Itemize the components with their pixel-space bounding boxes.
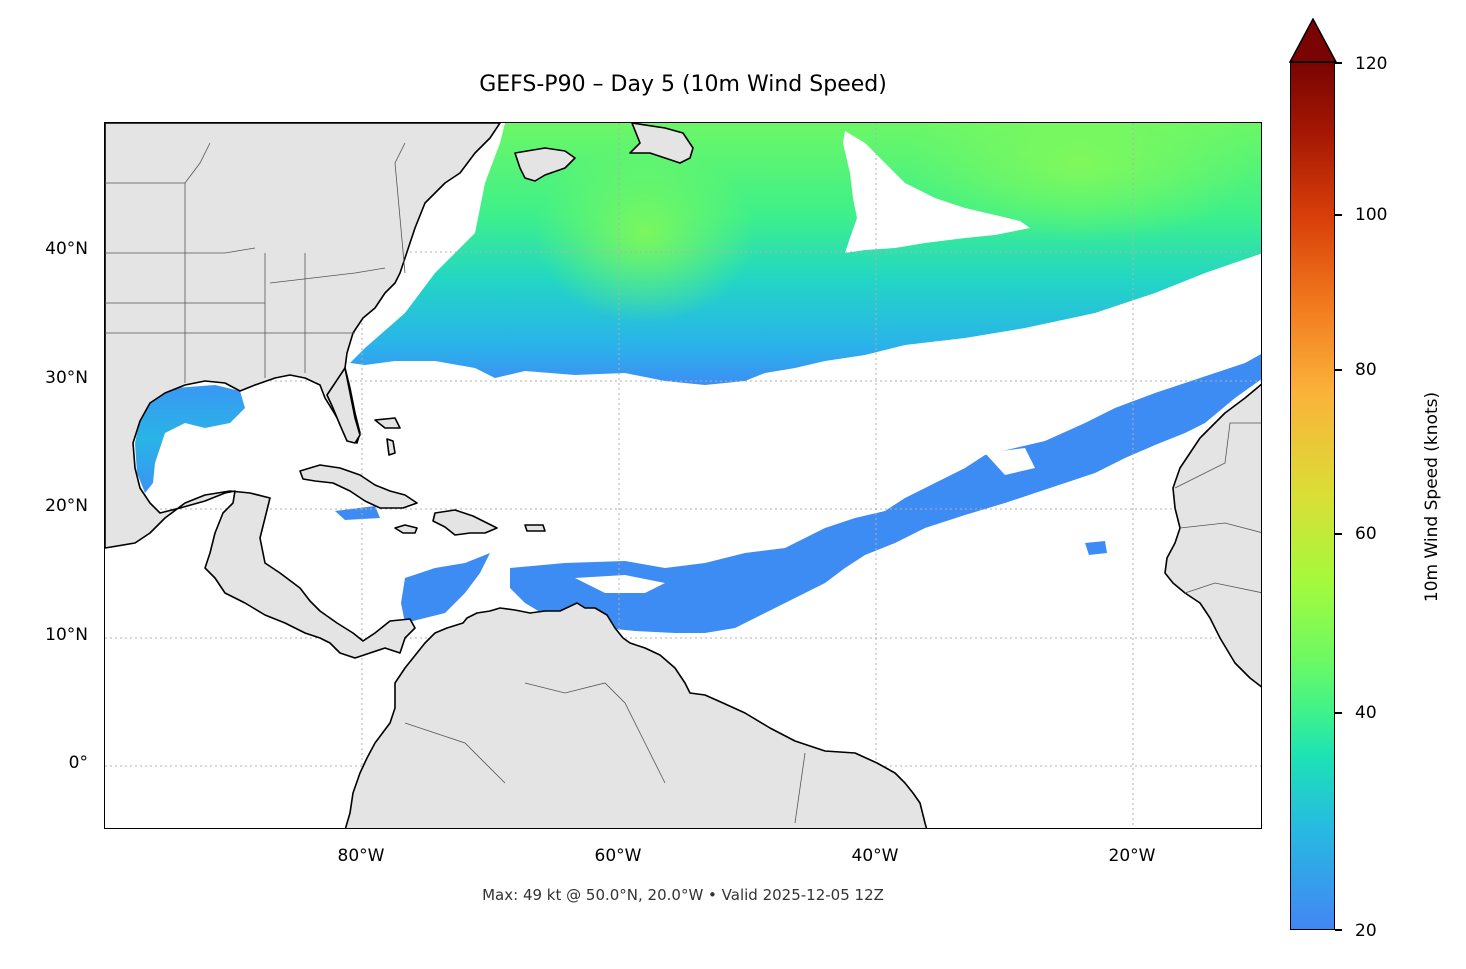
colorbar-extend-arrow-icon — [1289, 18, 1337, 63]
chart-title: GEFS-P90 – Day 5 (10m Wind Speed) — [479, 72, 887, 97]
y-tick-label: 10°N — [45, 625, 88, 645]
colorbar-title: 10m Wind Speed (knots) — [1422, 391, 1442, 603]
land-nova-scotia — [514, 147, 576, 182]
colorbar-tick-label: 20 — [1355, 921, 1377, 941]
wind-field-gulf — [135, 385, 245, 493]
borders — [105, 142, 1261, 824]
gridlines — [105, 123, 1261, 828]
land-cuba — [299, 464, 418, 509]
land-africa — [1164, 383, 1261, 688]
wind-speed-map — [105, 123, 1261, 828]
map-panel — [104, 122, 1262, 829]
y-tick-label: 30°N — [45, 368, 88, 388]
colorbar-tick-label: 100 — [1355, 205, 1388, 225]
colorbar-tick-label: 40 — [1355, 703, 1377, 723]
land-puerto-rico — [524, 524, 546, 532]
x-tick-label: 80°W — [337, 846, 385, 866]
colorbar-tick — [1335, 214, 1342, 216]
land-north-america — [105, 123, 501, 659]
wind-field-trades — [401, 553, 490, 623]
land-jamaica — [394, 524, 418, 534]
colorbar-tick-label: 60 — [1355, 524, 1377, 544]
colorbar-tick-label: 120 — [1355, 54, 1388, 74]
land-bahamas — [374, 417, 401, 429]
land-hispaniola — [432, 509, 498, 536]
footer-annotation: Max: 49 kt @ 50.0°N, 20.0°W • Valid 2025… — [482, 886, 884, 904]
y-tick-label: 40°N — [45, 239, 88, 259]
x-tick-label: 40°W — [851, 846, 899, 866]
colorbar-tick — [1335, 929, 1342, 931]
colorbar-tick — [1335, 369, 1342, 371]
x-tick-label: 60°W — [594, 846, 642, 866]
land — [105, 123, 1261, 828]
colorbar — [1290, 62, 1335, 930]
y-tick-label: 20°N — [45, 496, 88, 516]
colorbar-tick — [1335, 62, 1342, 64]
land-florida — [326, 367, 361, 444]
calm-pocket — [843, 131, 1030, 253]
x-tick-label: 20°W — [1108, 846, 1156, 866]
y-tick-label: 0° — [68, 753, 88, 773]
land-newfoundland — [629, 123, 694, 164]
colorbar-tick-label: 80 — [1355, 360, 1377, 380]
colorbar-tick — [1335, 712, 1342, 714]
land-south-america — [344, 602, 928, 828]
colorbar-tick — [1335, 533, 1342, 535]
